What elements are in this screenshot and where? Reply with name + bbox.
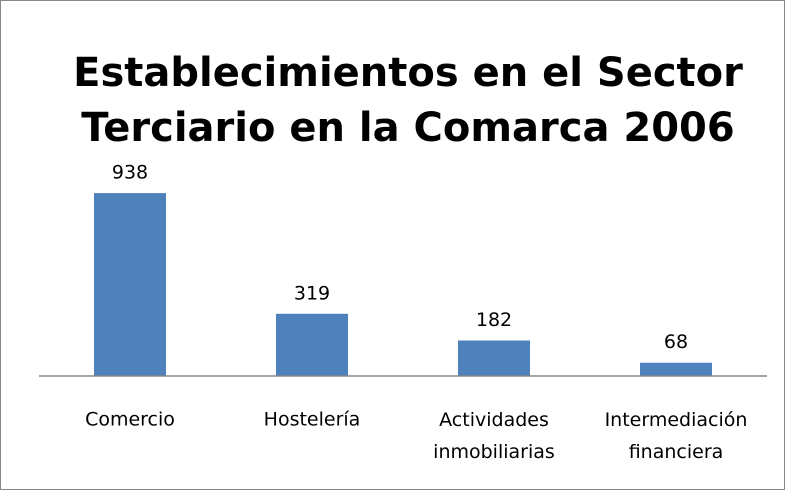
bar xyxy=(458,340,530,376)
x-tick-label: Hostelería xyxy=(264,409,361,431)
x-tick-label: Intermediación financiera xyxy=(605,409,748,463)
x-tick-label: Actividades inmobiliarias xyxy=(433,409,555,463)
bar xyxy=(276,313,348,376)
bar xyxy=(640,362,712,376)
data-label: 182 xyxy=(476,309,512,331)
chart-title: Establecimientos en el Sector xyxy=(73,50,743,96)
bar xyxy=(94,193,166,376)
data-label: 68 xyxy=(664,331,688,353)
data-label: 938 xyxy=(112,162,148,184)
chart-title: Terciario en la Comarca 2006 xyxy=(81,105,734,151)
data-label: 319 xyxy=(294,282,330,304)
x-tick-label: Comercio xyxy=(85,409,175,431)
